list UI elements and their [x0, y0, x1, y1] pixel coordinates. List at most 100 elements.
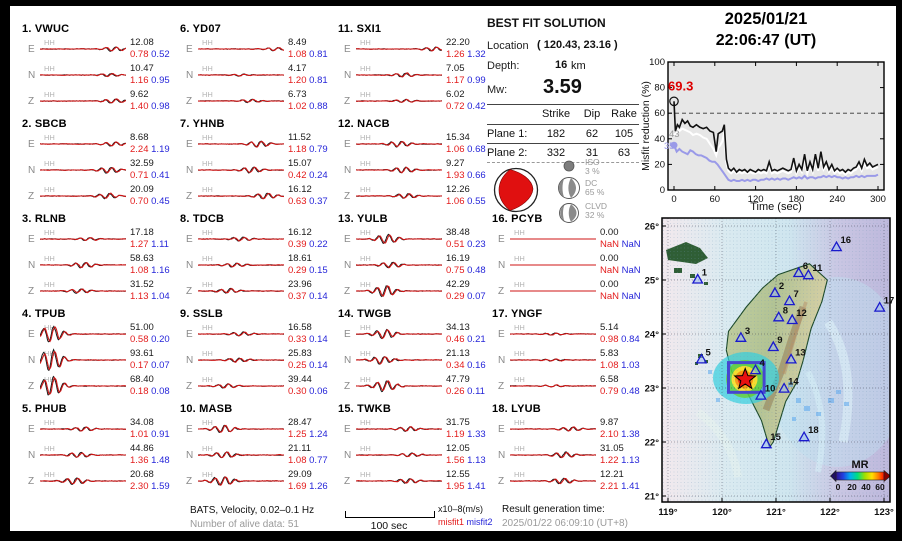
waveform-trace — [356, 140, 442, 148]
channel-label: HH — [202, 159, 213, 168]
station-number-label: 7 — [794, 289, 799, 300]
waveform-trace — [510, 332, 596, 336]
result-time-value: 2025/01/22 06:09:10 (UT+8) — [502, 518, 628, 529]
misfit2-value: 0.22 — [309, 239, 328, 250]
misfit-values: 0.25 0.14 — [288, 360, 328, 371]
secondary-start-annotation: 35 — [664, 141, 675, 152]
amplitude-value: 9.27 — [446, 158, 465, 169]
lon-tick-label: 123° — [874, 507, 894, 518]
trace-row-Z: Z HH 12.26 1.06 0.55 — [336, 184, 492, 210]
alive-data-count: Number of alive data: 51 — [190, 519, 299, 530]
waveform-trace — [356, 426, 442, 432]
component-label: Z — [344, 191, 351, 202]
station-header: 2. SBCB — [22, 118, 67, 130]
amplitude-value: 15.34 — [446, 132, 470, 143]
misfit1-value: 1.01 — [130, 429, 149, 440]
component-label: Z — [28, 476, 35, 487]
amplitude-value: 7.05 — [446, 63, 465, 74]
station-number: 6. — [180, 23, 190, 35]
amplitude-value: 21.11 — [288, 443, 312, 454]
misfit2-value: 0.48 — [467, 265, 486, 276]
station-triangle-icon — [786, 313, 799, 325]
amplitude-value: 16.19 — [446, 253, 470, 264]
station-number: 9. — [180, 308, 190, 320]
misfit2-value: 0.68 — [467, 144, 486, 155]
mr-tick-label: 60 — [875, 482, 885, 492]
misfit-values: 2.30 1.59 — [130, 481, 170, 492]
event-time: 22:06:47 (UT) — [715, 32, 817, 49]
channel-label: HH — [514, 323, 525, 332]
station-code: RLNB — [34, 213, 67, 225]
waveform-trace — [356, 380, 442, 393]
misfit-values: 1.08 0.81 — [288, 49, 328, 60]
trace-row-E: E HH 17.18 1.27 1.11 — [20, 227, 176, 253]
trace-row-Z: Z HH 6.58 0.79 0.48 — [490, 374, 646, 400]
misfit-values: 1.17 0.99 — [446, 75, 486, 86]
mr-colorbar-title: MR — [851, 459, 868, 471]
waveform-trace — [40, 237, 126, 242]
waveform-trace — [40, 348, 126, 371]
misfit-values: 1.08 1.16 — [130, 265, 170, 276]
mw-value: 3.59 — [543, 76, 582, 98]
lon-tick-label: 122° — [820, 507, 840, 518]
waveform-trace — [198, 47, 284, 52]
series-white — [673, 127, 879, 178]
misfit2-value: 0.55 — [467, 196, 486, 207]
misfit1-value: 1.20 — [288, 75, 307, 86]
misfit1-value: 0.51 — [446, 239, 465, 250]
misfit2-value: 0.37 — [309, 196, 328, 207]
misfit2-value: 1.59 — [151, 481, 170, 492]
component-label: Z — [28, 191, 35, 202]
station-LYUB: 18. LYUB E HH 9.87 2.10 1.38 N HH 31.05 1.22 1.1… — [490, 403, 646, 498]
station-YHNB: 7. YHNB E HH 11.52 1.18 0.79 N HH 15.07 0.42 0.2… — [178, 118, 334, 213]
station-code: LYUB — [511, 403, 541, 415]
misfit1-value: 1.69 — [288, 481, 307, 492]
channel-label: HH — [44, 38, 55, 47]
misfit1-value: 1.08 — [288, 455, 307, 466]
component-label: Z — [28, 286, 35, 297]
channel-label: HH — [360, 64, 371, 73]
component-label: E — [186, 139, 193, 150]
waveform-trace — [198, 73, 284, 77]
component-label: Z — [186, 476, 193, 487]
station-number-label: 1 — [702, 268, 708, 279]
station-number-label: 8 — [783, 305, 788, 316]
misfit-values: 0.34 0.16 — [446, 360, 486, 371]
misfit1-value: 0.25 — [288, 360, 307, 371]
amplitude-value: 5.83 — [600, 348, 619, 359]
misfit1-value: 0.30 — [288, 386, 307, 397]
station-code: MASB — [199, 403, 233, 415]
channel-label: HH — [44, 159, 55, 168]
channel-label: HH — [44, 444, 55, 453]
amplitude-value: 16.12 — [288, 184, 312, 195]
depth-value: 16 — [555, 59, 568, 71]
trace-row-E: E HH 12.08 0.78 0.52 — [20, 37, 176, 63]
trace-row-E: E HH 38.48 0.51 0.23 — [336, 227, 492, 253]
waveform-trace — [40, 288, 126, 294]
map-station-8: 8 — [772, 305, 788, 322]
channel-label: HH — [44, 254, 55, 263]
station-number-label: 11 — [812, 263, 823, 274]
station-number: 1. — [22, 23, 32, 35]
waveform-trace — [510, 384, 596, 388]
trace-row-E: E HH 16.58 0.33 0.14 — [178, 322, 334, 348]
misfit-values: 1.08 1.03 — [600, 360, 640, 371]
misfit1-value: 1.18 — [288, 144, 307, 155]
map-station-18: 18 — [798, 425, 819, 442]
misfit-values: 1.25 1.24 — [288, 429, 328, 440]
station-triangle-icon — [830, 240, 843, 252]
misfit1-value: 1.17 — [446, 75, 465, 86]
component-label: E — [186, 234, 193, 245]
misfit1-value: 2.10 — [600, 429, 619, 440]
peak-marker — [669, 96, 679, 107]
waveform-trace — [40, 426, 126, 432]
trace-row-E: E HH 11.52 1.18 0.79 — [178, 132, 334, 158]
misfit2-value: 1.41 — [621, 481, 640, 492]
station-header: 5. PHUB — [22, 403, 67, 415]
trace-row-E: E HH 5.14 0.98 0.84 — [490, 322, 646, 348]
component-label: E — [344, 329, 351, 340]
station-header: 3. RLNB — [22, 213, 66, 225]
y-axis-label: Misfit reduction (%) — [640, 81, 652, 171]
station-number: 11. — [338, 23, 354, 35]
trace-row-Z: Z HH 12.21 2.21 1.41 — [490, 469, 646, 495]
